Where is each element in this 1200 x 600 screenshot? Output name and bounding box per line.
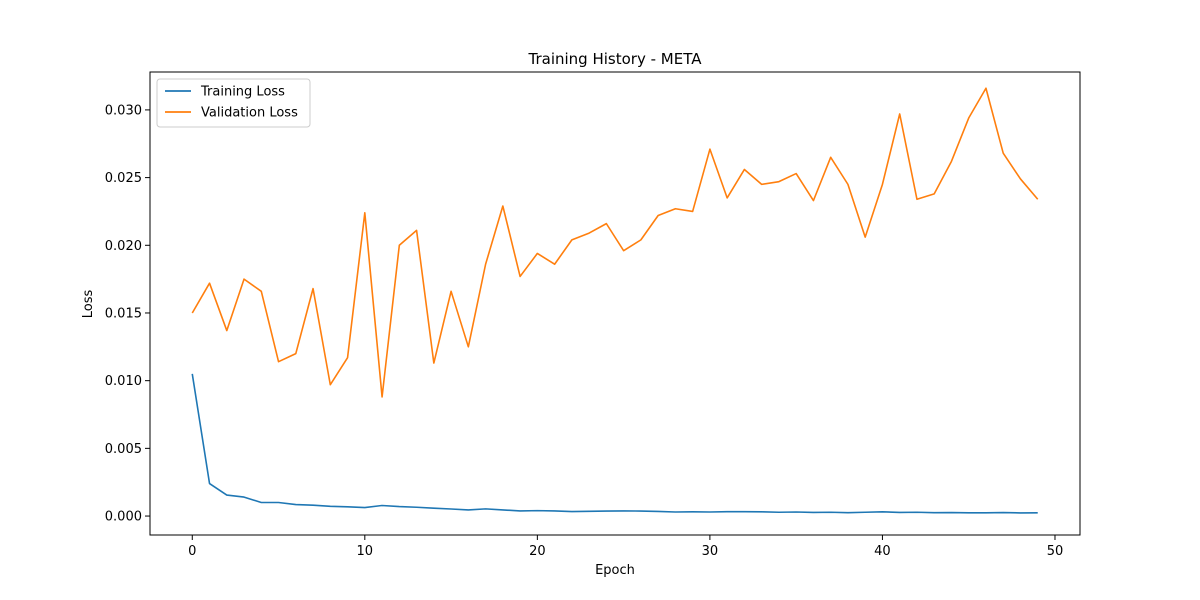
- x-tick-label: 10: [357, 544, 374, 559]
- y-tick-label: 0.010: [105, 374, 142, 389]
- y-tick-label: 0.000: [105, 510, 142, 525]
- y-tick-label: 0.020: [105, 239, 142, 254]
- legend-label-validation-loss: Validation Loss: [201, 106, 298, 121]
- y-axis-label: Loss: [81, 290, 96, 319]
- plot-area: [191, 87, 1039, 514]
- x-axis: 0 10 20 30 40 50: [188, 535, 1063, 559]
- legend-label-training-loss: Training Loss: [200, 85, 285, 100]
- x-axis-label: Epoch: [595, 563, 635, 578]
- legend-box: [156, 78, 311, 128]
- y-axis: 0.000 0.005 0.010 0.015 0.020 0.025 0.030: [105, 103, 150, 525]
- legend: Training Loss Validation Loss: [156, 78, 311, 128]
- y-tick-label: 0.025: [105, 171, 142, 186]
- y-tick-label: 0.005: [105, 442, 142, 457]
- x-tick-label: 20: [529, 544, 546, 559]
- validation-loss-line: [191, 87, 1039, 398]
- training-loss-line: [191, 373, 1038, 514]
- plot-frame: [149, 71, 1081, 536]
- chart-title: Training History - META: [528, 50, 703, 68]
- y-tick-label: 0.030: [105, 103, 142, 118]
- x-tick-label: 30: [702, 544, 719, 559]
- x-tick-label: 50: [1047, 544, 1064, 559]
- x-tick-label: 0: [188, 544, 196, 559]
- y-tick-label: 0.015: [105, 306, 142, 321]
- x-tick-label: 40: [874, 544, 891, 559]
